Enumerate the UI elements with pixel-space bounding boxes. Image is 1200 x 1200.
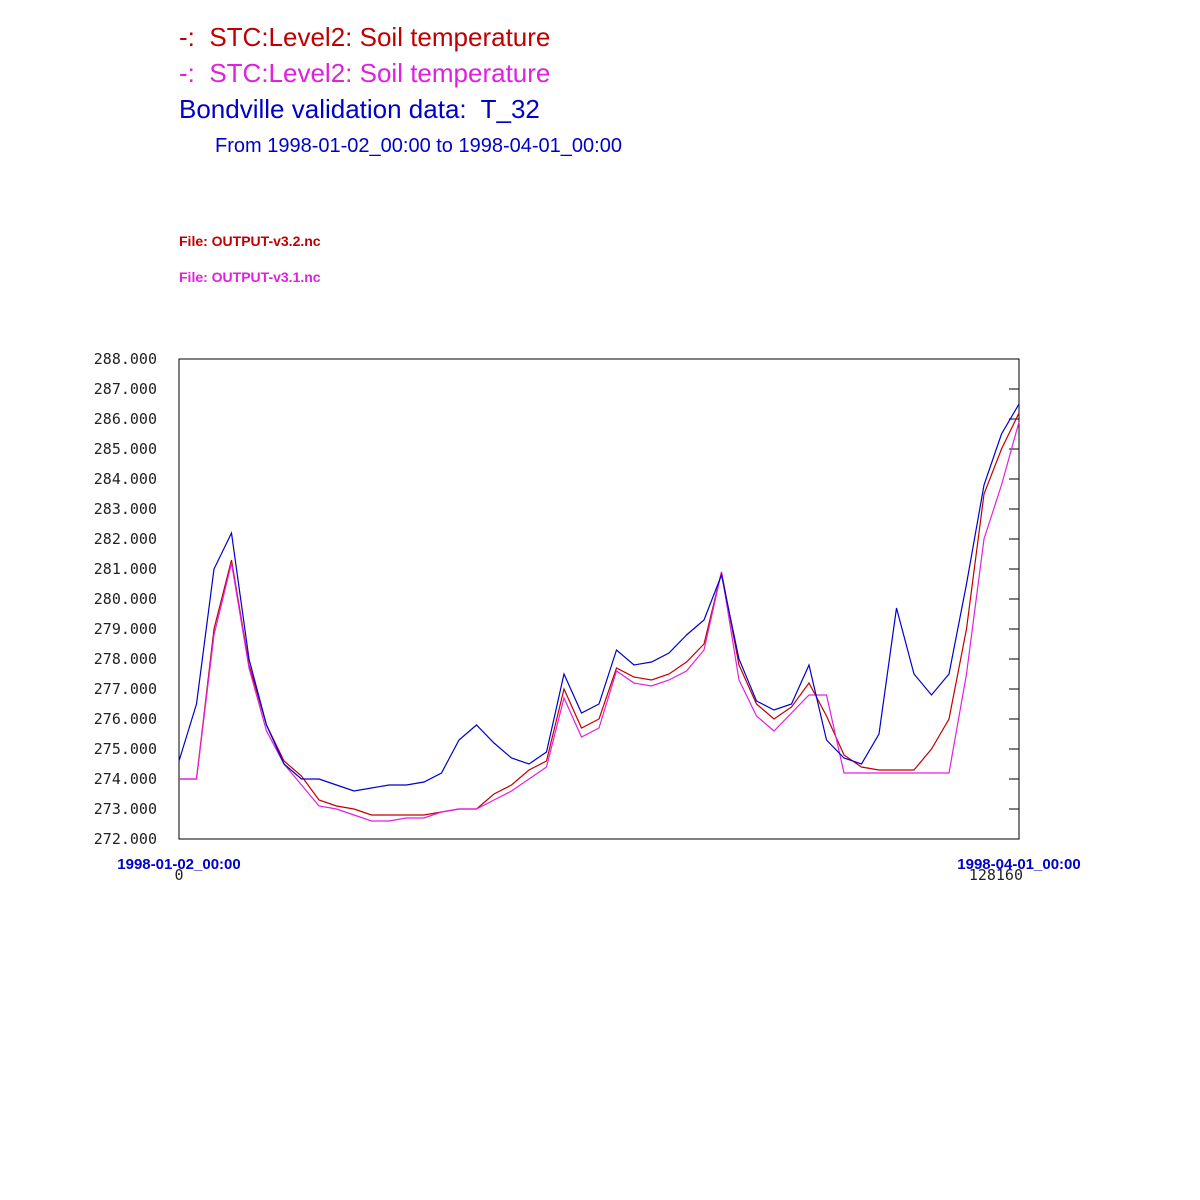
plot-frame (178, 358, 1020, 840)
y-tick-label: 277.000 (94, 680, 157, 698)
y-tick-label: 287.000 (94, 380, 157, 398)
y-tick-label: 283.000 (94, 500, 157, 518)
y-tick-label: 272.000 (94, 830, 157, 848)
y-tick-label: 274.000 (94, 770, 157, 788)
series-line (179, 412, 1020, 816)
chart-subtitle: From 1998-01-02_00:00 to 1998-04-01_00:0… (215, 135, 622, 157)
file-label: File: OUTPUT-v3.1.nc (179, 269, 321, 285)
y-tick-label: 280.000 (94, 590, 157, 608)
y-tick-label: 285.000 (94, 440, 157, 458)
x-tick-label: 1998-04-01_00:00 (957, 856, 1080, 873)
y-tick-label: 278.000 (94, 650, 157, 668)
x-tick-value: 128160 (969, 866, 1023, 884)
y-tick-label: 276.000 (94, 710, 157, 728)
series-line (178, 403, 1020, 792)
y-tick-label: 282.000 (94, 530, 157, 548)
y-tick-label: 275.000 (94, 740, 157, 758)
file-label: File: OUTPUT-v3.2.nc (179, 233, 321, 249)
y-tick-label: 284.000 (94, 470, 157, 488)
x-tick-value: 0 (174, 866, 183, 884)
y-tick-label: 281.000 (94, 560, 157, 578)
y-tick-label: 273.000 (94, 800, 157, 818)
y-tick-label: 279.000 (94, 620, 157, 638)
series-line (179, 421, 1020, 822)
y-tick-label: 286.000 (94, 410, 157, 428)
legend-entry: -: STC:Level2: Soil temperature (179, 58, 550, 88)
legend-entry: -: STC:Level2: Soil temperature (179, 22, 550, 52)
x-tick-label: 1998-01-02_00:00 (117, 856, 240, 873)
legend-entry: Bondville validation data: T_32 (179, 94, 540, 124)
y-tick-label: 288.000 (94, 350, 157, 368)
